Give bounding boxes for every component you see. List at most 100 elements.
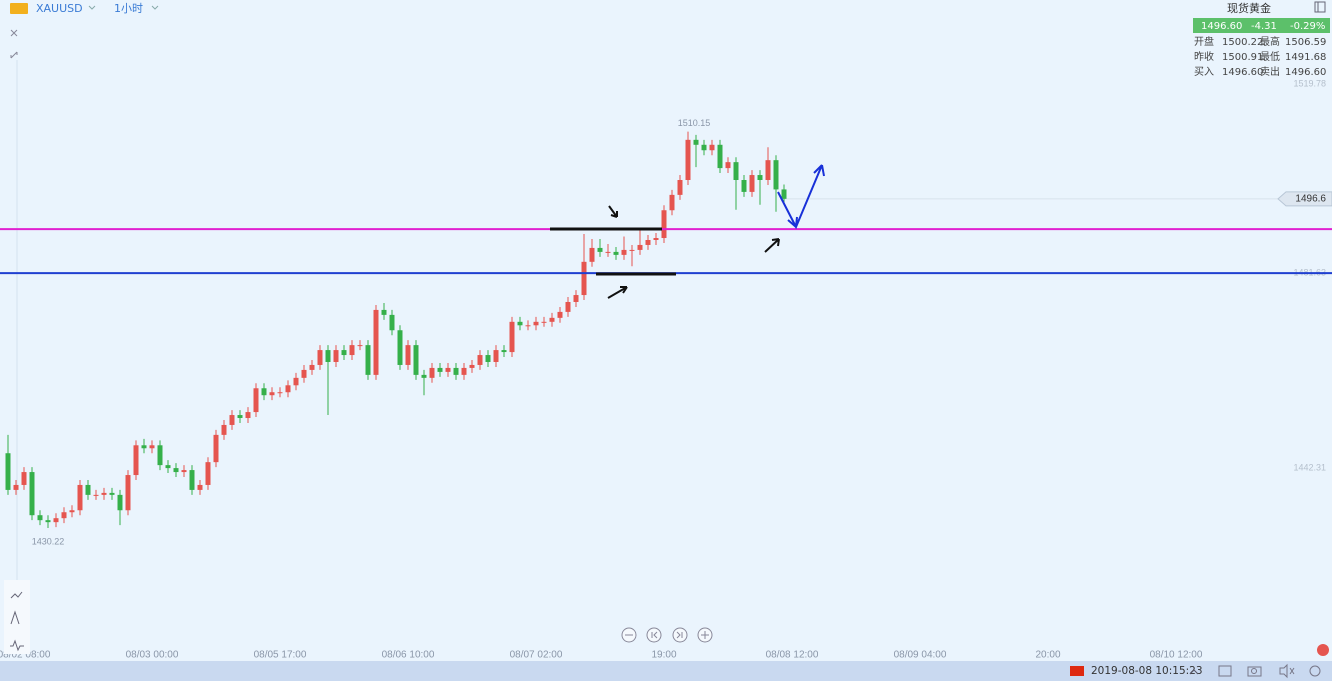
candle-body (669, 194, 675, 211)
candle-body (149, 445, 155, 449)
y-tick-label: 1442.31 (1293, 462, 1326, 472)
quote-price: 1496.60 (1201, 21, 1242, 32)
toolbar-icons[interactable] (10, 591, 24, 652)
candle-body (13, 484, 19, 490)
flag-icon (1070, 666, 1084, 676)
candle-body (709, 144, 715, 151)
candle-body (717, 144, 723, 169)
candle-body (429, 367, 435, 378)
candle-body (173, 468, 179, 473)
x-tick-label: 08/10 12:00 (1150, 650, 1203, 661)
forecast-arrow (777, 164, 825, 230)
candle-body (197, 484, 203, 490)
last-price-tag (1277, 191, 1332, 207)
status-bar (0, 661, 1332, 681)
panel-icon[interactable] (1314, 1, 1326, 13)
last-price-label: 1496.6 (1295, 193, 1326, 204)
candle-body (453, 367, 459, 375)
candle-body (461, 367, 467, 375)
panel-title: 现货黄金 (1227, 1, 1271, 15)
x-tick-label: 08/05 17:00 (254, 650, 307, 661)
zoom-buttons[interactable] (621, 627, 713, 643)
candle-body (397, 330, 403, 365)
candle-body (405, 345, 411, 365)
candle-body (661, 210, 667, 239)
candle-body (493, 350, 499, 362)
quote-value: 1496.60 (1285, 67, 1326, 78)
candle-body (573, 295, 579, 302)
candle-body (349, 345, 355, 356)
candle-body (413, 345, 419, 375)
alert-icon[interactable] (1317, 644, 1329, 656)
candle-body (653, 238, 659, 240)
x-tick-label: 08/06 10:00 (382, 650, 435, 661)
candle-body (317, 350, 323, 365)
candle-body (53, 518, 59, 523)
candle-body (757, 175, 763, 180)
candle-body (373, 309, 379, 375)
tool-icons[interactable] (10, 29, 18, 59)
candle-body (333, 350, 339, 362)
candle-body (477, 355, 483, 365)
candle-body (277, 392, 283, 394)
candle-body (765, 160, 771, 180)
quote-change-pct: -0.29% (1290, 21, 1325, 32)
candle-body (61, 512, 67, 519)
quote-value: 1500.22 (1222, 37, 1263, 48)
status-icons[interactable] (1218, 663, 1321, 679)
dropdown-icon (151, 5, 159, 10)
candle-body (325, 350, 331, 362)
candle-body (693, 139, 699, 145)
candle-body (597, 247, 603, 252)
candle-body (341, 350, 347, 356)
candle-body (213, 434, 219, 463)
candle-body (181, 470, 187, 473)
candle-body (117, 494, 123, 511)
quote-change: -4.31 (1251, 21, 1277, 32)
candle-body (381, 309, 387, 315)
candle-body (437, 367, 443, 372)
quote-key: 昨收 (1194, 50, 1214, 63)
candle-body (533, 321, 539, 326)
candle-body (309, 364, 315, 370)
candle-body (77, 484, 83, 511)
quote-key: 开盘 (1194, 35, 1214, 48)
candle-body (45, 520, 51, 523)
candle-body (221, 424, 227, 435)
candle-body (741, 180, 747, 192)
candle-body (421, 374, 427, 378)
candle-body (645, 240, 651, 245)
x-tick-label: 08/09 04:00 (894, 650, 947, 661)
candle-body (205, 462, 211, 485)
candle-body (445, 367, 451, 372)
candle-body (485, 355, 491, 362)
candle-body (101, 492, 107, 495)
candle-body (189, 470, 195, 490)
symbol[interactable]: XAUUSD (36, 2, 83, 15)
x-tick-label: 19:00 (651, 650, 676, 661)
candle-body (229, 415, 235, 425)
candle-body (125, 475, 131, 511)
candle-body (165, 465, 171, 469)
candle-body (637, 244, 643, 250)
candle-body (613, 251, 619, 255)
candle-body (237, 415, 243, 419)
candle-body (29, 472, 35, 516)
candle-body (541, 321, 547, 323)
candle-body (141, 445, 147, 449)
candle-body (133, 445, 139, 476)
expand-icon[interactable] (1189, 669, 1199, 675)
quote-key: 最高 (1260, 35, 1280, 48)
candle-body (301, 369, 307, 378)
status-datetime: 2019-08-08 10:15:23 (1091, 665, 1203, 677)
candle-body (509, 321, 515, 353)
candle-body (269, 392, 275, 396)
min-label: 1430.22 (32, 536, 65, 546)
x-tick-label: 08/02 08:00 (0, 650, 51, 661)
candle-body (365, 345, 371, 375)
candle-body (93, 494, 99, 496)
interval[interactable]: 1小时 (114, 2, 143, 15)
candle-body (253, 388, 259, 413)
